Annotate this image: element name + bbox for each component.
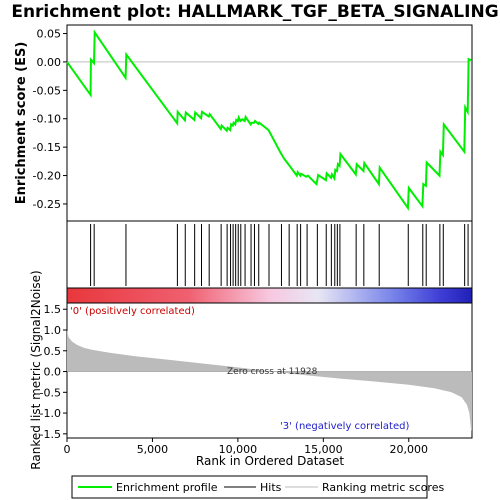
rank-y-ticks: 1.5 1.0 0.5 0.0 -0.5 -1.0 -1.5 [40,303,67,441]
es-ytick-label: -0.10 [33,113,61,126]
hits-marks [90,224,469,286]
rank-xtick-label: 0 [64,443,71,456]
rank-y-axis-label: Ranked list metric (Signal2Noise) [29,270,43,469]
rank-ytick-label: -1.5 [40,428,61,441]
rank-ytick-label: -0.5 [40,386,61,399]
rank-xtick-label: 15,000 [304,443,343,456]
legend-label-ranking: Ranking metric scores [322,481,444,494]
negative-correlation-label: '3' (negatively correlated) [280,421,409,432]
legend-label-enrichment: Enrichment profile [116,481,218,494]
es-ytick-label: 0.05 [37,28,62,41]
chart-title: Enrichment plot: HALLMARK_TGF_BETA_SIGNA… [11,2,498,22]
rank-ytick-label: -1.0 [40,407,61,420]
rank-ytick-label: 0.5 [44,345,62,358]
rank-ytick-label: 1.5 [44,303,62,316]
ranked-color-bar [66,287,473,304]
es-ytick-label: -0.05 [33,84,61,97]
hits-panel-frame [66,220,473,289]
ranking-metric-area [67,330,472,431]
es-ytick-label: 0.00 [37,56,62,69]
es-y-axis-label: Enrichment score (ES) [14,42,29,205]
enrichment-profile-line [66,29,472,211]
rank-x-ticks: 0 5,000 10,000 15,000 20,000 [64,438,429,456]
rank-ytick-label: 0.0 [44,366,62,379]
rank-ytick-label: 1.0 [44,324,62,337]
es-ytick-label: -0.20 [33,170,61,183]
zero-cross-label: Zero cross at 11928 [227,367,318,377]
es-y-ticks: 0.05 0.00 -0.05 -0.10 -0.15 -0.20 -0.25 [33,28,67,211]
rank-xtick-label: 20,000 [390,443,429,456]
es-ytick-label: -0.25 [33,198,61,211]
legend-label-hits: Hits [260,481,282,494]
positive-correlation-label: '0' (positively correlated) [70,306,195,317]
rank-xtick-label: 10,000 [219,443,258,456]
es-ytick-label: -0.15 [33,141,61,154]
rank-xtick-label: 5,000 [137,443,169,456]
rank-x-axis-label: Rank in Ordered Dataset [196,454,344,468]
